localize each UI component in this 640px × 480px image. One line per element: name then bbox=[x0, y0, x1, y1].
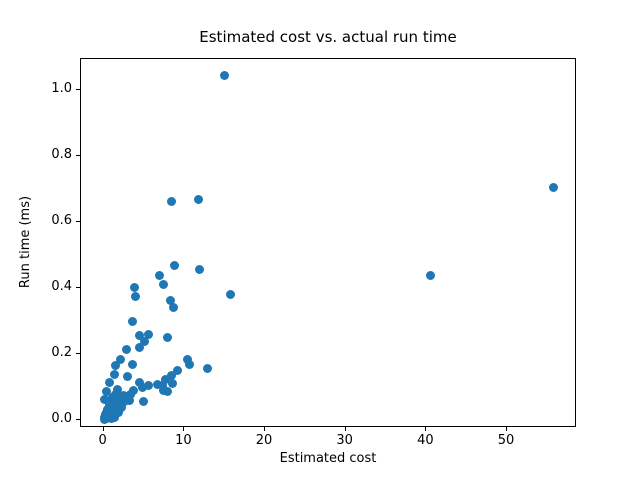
scatter-point bbox=[143, 381, 153, 391]
scatter-point bbox=[153, 380, 163, 390]
scatter-point bbox=[166, 197, 176, 207]
scatter-point bbox=[101, 386, 111, 396]
scatter-point bbox=[134, 330, 144, 340]
scatter-point bbox=[166, 296, 176, 306]
scatter-point bbox=[183, 354, 193, 364]
scatter-point bbox=[161, 375, 171, 385]
scatter-point bbox=[128, 316, 138, 326]
y-tick-mark bbox=[76, 89, 80, 91]
scatter-point bbox=[185, 359, 195, 369]
y-tick-label: 0.4 bbox=[51, 279, 72, 295]
y-tick-label: 1.0 bbox=[51, 81, 72, 97]
scatter-point bbox=[104, 377, 114, 387]
scatter-point bbox=[114, 407, 124, 417]
scatter-point bbox=[195, 264, 205, 274]
scatter-point bbox=[203, 364, 213, 374]
x-tick-mark bbox=[425, 427, 427, 431]
scatter-point bbox=[425, 270, 435, 280]
scatter-point bbox=[225, 290, 235, 300]
y-tick-label: 0.2 bbox=[51, 345, 72, 361]
scatter-point bbox=[137, 383, 147, 393]
scatter-point bbox=[220, 71, 230, 80]
plot-area bbox=[80, 58, 576, 427]
x-axis-label: Estimated cost bbox=[279, 451, 377, 466]
x-tick-label: 40 bbox=[417, 433, 434, 448]
scatter-point bbox=[107, 414, 117, 424]
y-tick-mark bbox=[76, 155, 80, 157]
scatter-point bbox=[172, 365, 182, 375]
y-tick-mark bbox=[76, 221, 80, 223]
y-tick-mark bbox=[76, 419, 80, 421]
scatter-point bbox=[124, 396, 134, 406]
y-tick-mark bbox=[76, 287, 80, 289]
x-tick-mark bbox=[183, 427, 185, 431]
scatter-point bbox=[193, 195, 203, 205]
y-tick-label: 0.8 bbox=[51, 147, 72, 163]
scatter-point bbox=[134, 377, 144, 387]
scatter-point bbox=[549, 183, 559, 193]
scatter-point bbox=[123, 371, 133, 381]
chart-title: Estimated cost vs. actual run time bbox=[199, 28, 457, 46]
scatter-point bbox=[116, 354, 126, 364]
y-tick-label: 0.0 bbox=[51, 411, 72, 427]
scatter-point bbox=[162, 386, 172, 396]
scatter-point bbox=[167, 378, 177, 388]
y-axis-label-text: Run time (ms) bbox=[18, 195, 33, 289]
scatter-point bbox=[143, 330, 153, 340]
scatter-point bbox=[99, 414, 109, 424]
x-tick-mark bbox=[264, 427, 266, 431]
scatter-point bbox=[116, 402, 126, 412]
scatter-point bbox=[140, 337, 150, 347]
x-tick-mark bbox=[344, 427, 346, 431]
scatter-point bbox=[129, 282, 139, 292]
scatter-point bbox=[130, 291, 140, 301]
scatter-point bbox=[112, 384, 122, 394]
x-tick-label: 20 bbox=[255, 433, 273, 448]
x-tick-label: 0 bbox=[98, 433, 107, 448]
scatter-point bbox=[138, 396, 148, 406]
scatter-point bbox=[168, 303, 178, 313]
x-tick-label: 50 bbox=[497, 433, 515, 448]
scatter-point bbox=[128, 359, 138, 369]
scatter-point bbox=[162, 333, 172, 343]
scatter-point bbox=[109, 369, 119, 379]
y-tick-mark bbox=[76, 353, 80, 355]
scatter-point bbox=[154, 271, 164, 281]
x-tick-mark bbox=[506, 427, 508, 431]
scatter-point bbox=[111, 361, 121, 371]
scatter-point bbox=[134, 343, 144, 353]
scatter-point bbox=[158, 279, 168, 289]
scatter-point bbox=[121, 344, 131, 354]
y-tick-label: 0.6 bbox=[51, 213, 72, 229]
x-tick-label: 10 bbox=[175, 433, 192, 448]
x-tick-mark bbox=[102, 427, 104, 431]
x-tick-label: 30 bbox=[336, 433, 353, 448]
scatter-point bbox=[166, 371, 176, 381]
scatter-point bbox=[170, 260, 180, 270]
